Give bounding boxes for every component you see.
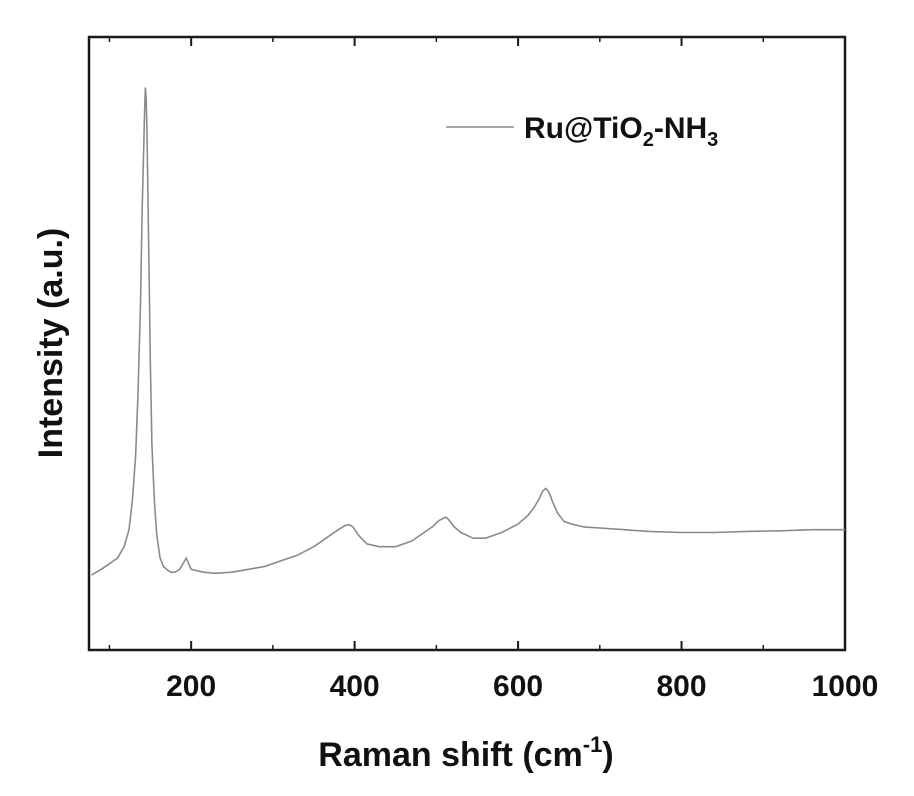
axes-layer [87,35,847,652]
series-layer [91,87,845,576]
x-tick-label: 400 [330,670,380,703]
x-axis-label: Raman shift (cm-1) [318,732,613,774]
legend-label-part: Ru@TiO [524,112,643,145]
x-axis-label-main: Raman shift (cm [318,736,583,774]
legend-label-part: 3 [707,129,718,151]
x-tick-label: 600 [493,670,543,703]
y-axis-label: Intensity (a.u.) [32,228,70,458]
x-tick-label: 1000 [812,670,879,703]
series-line-0 [91,87,845,576]
ticks-layer: 200 400 600 800 1000 [108,37,879,703]
x-tick-label: 800 [657,670,707,703]
x-tick-label: 200 [166,670,216,703]
x-axis-label-sup: -1 [583,732,603,757]
plot-frame [87,35,847,652]
x-axis-label-close: ) [602,736,613,774]
legend-label: Ru@TiO2-NH3 [524,112,718,151]
legend: Ru@TiO2-NH3 [446,112,718,151]
legend-label-part: -NH [654,112,707,145]
legend-label-part: 2 [643,129,654,151]
